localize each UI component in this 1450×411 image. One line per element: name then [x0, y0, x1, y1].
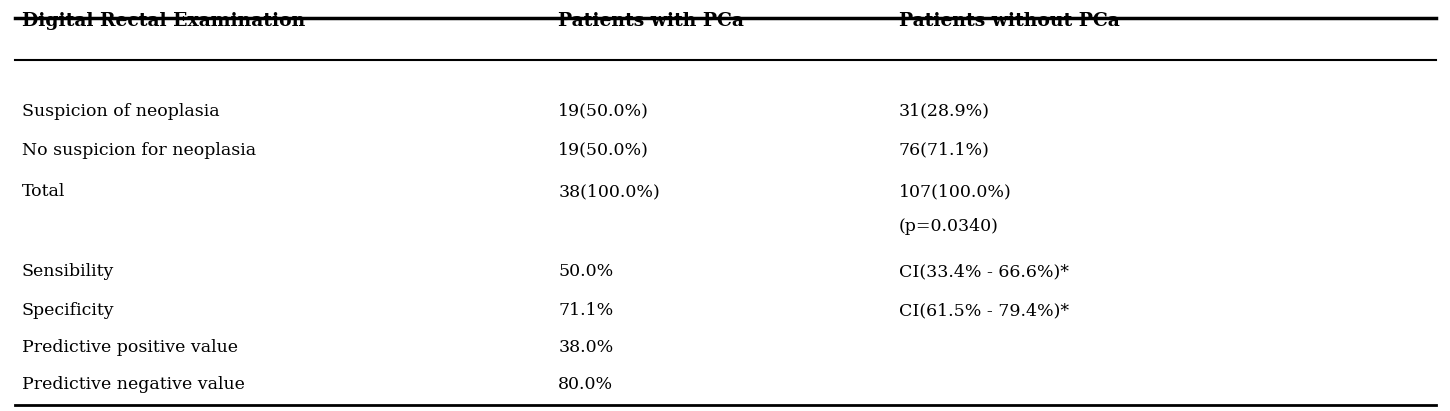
Text: Sensibility: Sensibility: [22, 263, 115, 280]
Text: 50.0%: 50.0%: [558, 263, 613, 280]
Text: 76(71.1%): 76(71.1%): [899, 142, 990, 159]
Text: 107(100.0%): 107(100.0%): [899, 183, 1012, 200]
Text: 38.0%: 38.0%: [558, 339, 613, 356]
Text: Predictive negative value: Predictive negative value: [22, 376, 245, 393]
Text: Specificity: Specificity: [22, 302, 115, 319]
Text: 80.0%: 80.0%: [558, 376, 613, 393]
Text: 71.1%: 71.1%: [558, 302, 613, 319]
Text: 19(50.0%): 19(50.0%): [558, 103, 650, 120]
Text: No suspicion for neoplasia: No suspicion for neoplasia: [22, 142, 255, 159]
Text: Predictive positive value: Predictive positive value: [22, 339, 238, 356]
Text: 31(28.9%): 31(28.9%): [899, 103, 990, 120]
Text: Total: Total: [22, 183, 65, 200]
Text: Digital Rectal Examination: Digital Rectal Examination: [22, 12, 304, 30]
Text: 19(50.0%): 19(50.0%): [558, 142, 650, 159]
Text: (p=0.0340): (p=0.0340): [899, 218, 999, 235]
Text: Patients without PCa: Patients without PCa: [899, 12, 1119, 30]
Text: CI(61.5% - 79.4%)*: CI(61.5% - 79.4%)*: [899, 302, 1069, 319]
Text: Suspicion of neoplasia: Suspicion of neoplasia: [22, 103, 219, 120]
Text: Patients with PCa: Patients with PCa: [558, 12, 744, 30]
Text: 38(100.0%): 38(100.0%): [558, 183, 660, 200]
Text: CI(33.4% - 66.6%)*: CI(33.4% - 66.6%)*: [899, 263, 1069, 280]
